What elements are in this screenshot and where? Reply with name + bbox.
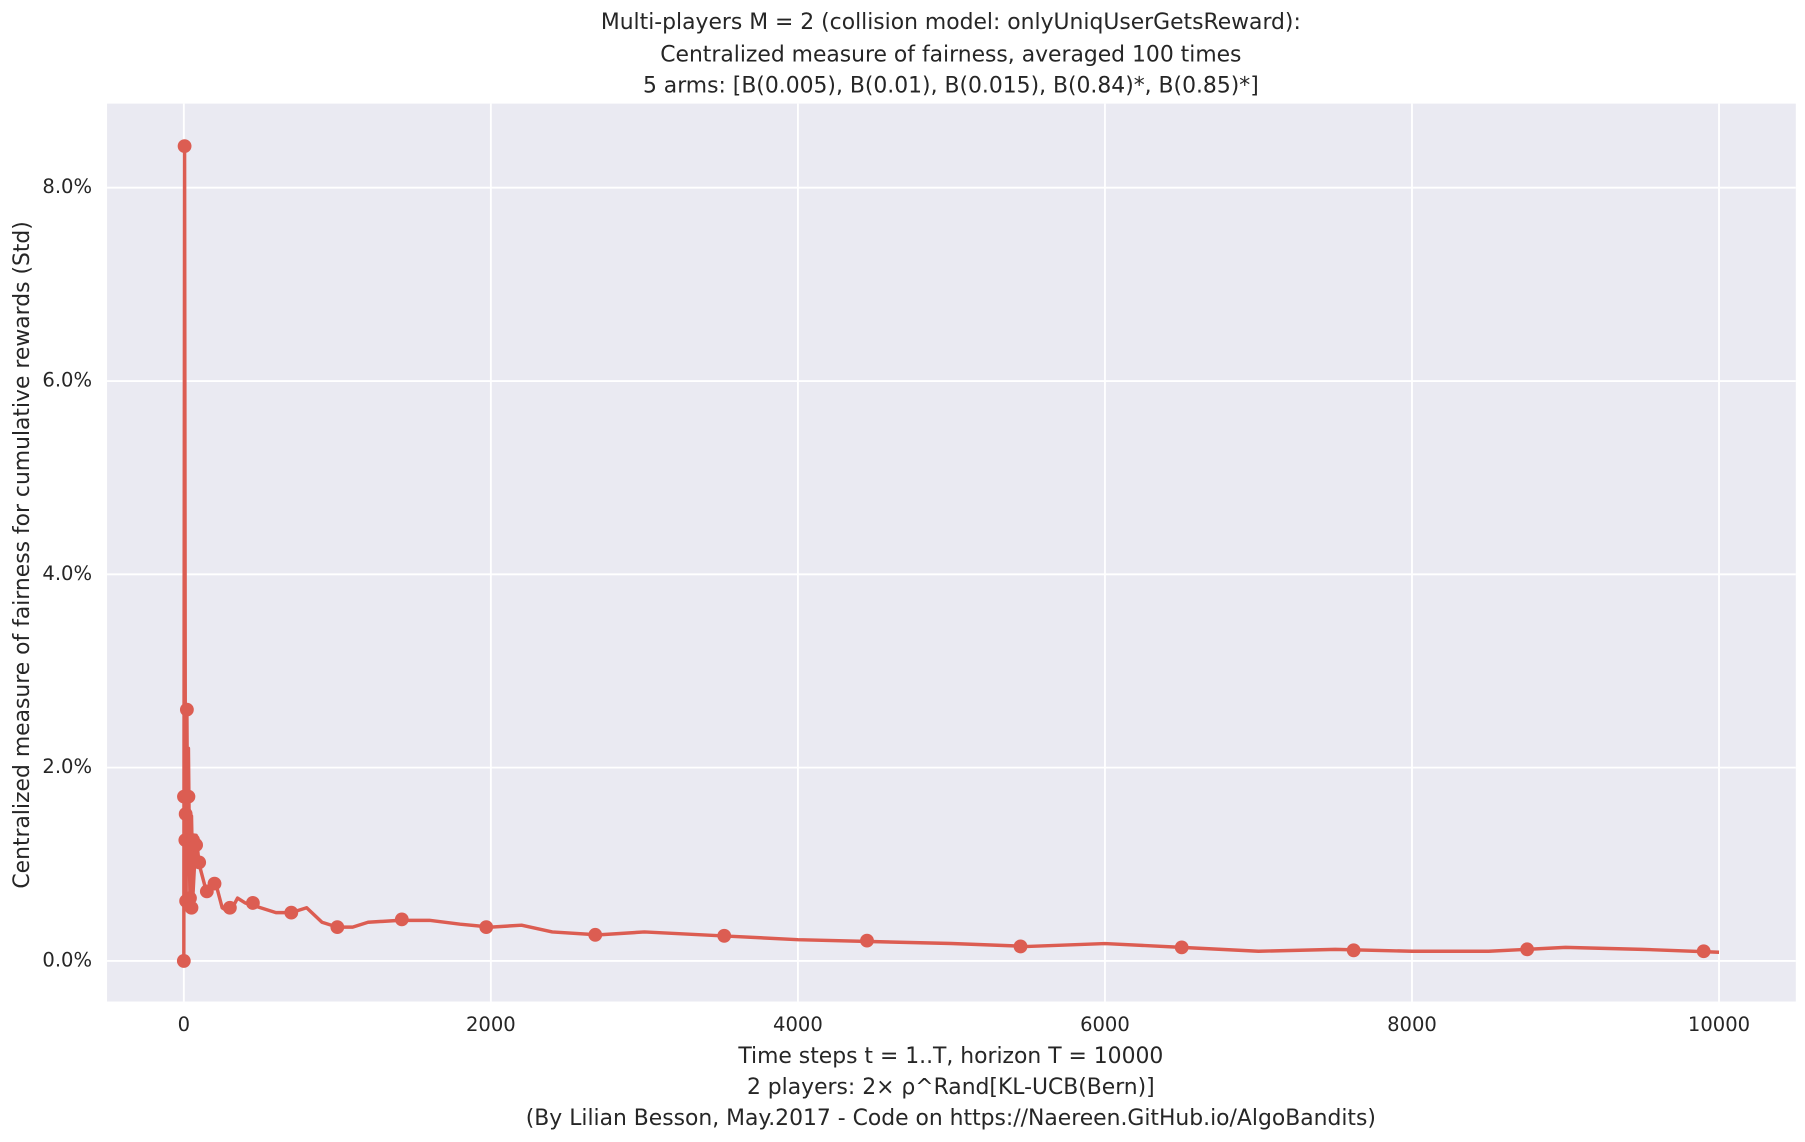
x-tick-label: 8000 bbox=[1387, 1013, 1437, 1036]
data-point bbox=[184, 900, 199, 915]
data-point bbox=[1346, 943, 1361, 958]
data-point bbox=[1696, 944, 1711, 959]
y-tick-label: 8.0% bbox=[42, 175, 92, 198]
y-tick-label: 4.0% bbox=[42, 562, 92, 585]
x-tick-label: 4000 bbox=[773, 1013, 823, 1036]
data-point bbox=[860, 933, 874, 948]
x-axis-label: (By Lilian Besson, May.2017 - Code on ht… bbox=[526, 1106, 1376, 1131]
y-axis-label: Centralized measure of fairness for cumu… bbox=[10, 221, 35, 888]
data-line bbox=[182, 144, 1720, 961]
data-point bbox=[1174, 940, 1189, 955]
data-point bbox=[394, 912, 409, 927]
x-axis-label: 2 players: 2× ρ^Rand[KL-UCB(Bern)] bbox=[747, 1075, 1155, 1100]
data-point bbox=[330, 920, 345, 935]
x-tick-label: 0 bbox=[178, 1013, 190, 1036]
data-point bbox=[176, 954, 191, 968]
data-point bbox=[717, 928, 732, 943]
data-point bbox=[588, 927, 603, 942]
data-point bbox=[284, 905, 299, 920]
chart-title: Centralized measure of fairness, average… bbox=[660, 42, 1241, 67]
plot-background bbox=[107, 103, 1796, 1002]
data-point bbox=[222, 900, 237, 915]
y-tick-label: 0.0% bbox=[42, 948, 92, 971]
y-tick-label: 2.0% bbox=[42, 755, 92, 778]
data-point bbox=[479, 920, 494, 935]
data-point bbox=[1520, 942, 1535, 957]
chart-title: 5 arms: [B(0.005), B(0.01), B(0.015), B(… bbox=[643, 73, 1259, 98]
x-tick-label: 2000 bbox=[466, 1013, 516, 1036]
data-point bbox=[1013, 939, 1028, 954]
y-tick-label: 6.0% bbox=[42, 369, 92, 392]
chart-title: Multi-players M = 2 (collision model: on… bbox=[601, 10, 1301, 35]
x-tick-label: 10000 bbox=[1688, 1013, 1750, 1036]
x-axis-label: Time steps t = 1..T, horizon T = 10000 bbox=[737, 1044, 1163, 1069]
data-point bbox=[189, 838, 204, 852]
data-point bbox=[192, 855, 207, 870]
data-point bbox=[181, 789, 196, 804]
data-point bbox=[179, 702, 194, 717]
data-point bbox=[178, 807, 193, 821]
x-tick-label: 6000 bbox=[1080, 1013, 1130, 1036]
data-point bbox=[207, 876, 222, 891]
data-point bbox=[245, 896, 260, 910]
data-point bbox=[177, 139, 192, 154]
